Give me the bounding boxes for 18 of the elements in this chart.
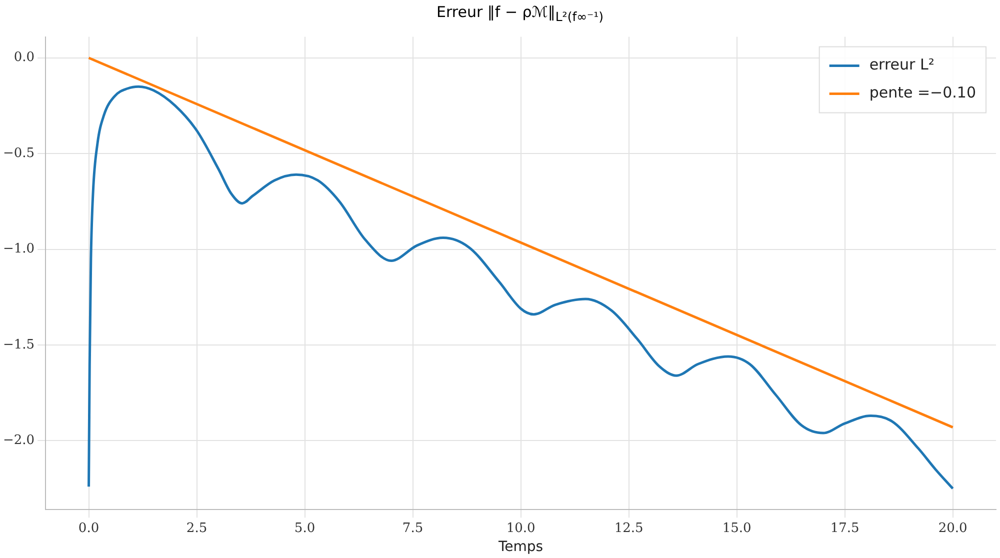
x-axis-title: Temps (497, 539, 544, 556)
x-tick-label: 15.0 (722, 520, 752, 536)
x-tick-label: 0.0 (78, 520, 100, 536)
x-tick-label: 7.5 (402, 520, 424, 536)
y-tick-label: −1.0 (2, 242, 35, 257)
x-tick-label: 10.0 (506, 520, 536, 536)
y-tick-label: −0.5 (2, 146, 35, 161)
y-tick-label: −1.5 (2, 337, 35, 352)
x-tick-label: 5.0 (294, 520, 316, 536)
legend-label: erreur L² (869, 56, 934, 74)
x-tick-label: 17.5 (830, 520, 860, 536)
x-tick-label: 2.5 (186, 520, 208, 536)
chart-title: Erreur ‖f − ρℳ‖$_{L²(f∞⁻¹)}$ (436, 2, 604, 26)
x-tick-label: 20.0 (938, 520, 968, 536)
legend-label: pente =−0.10 (869, 84, 976, 102)
x-tick-label: 12.5 (614, 520, 644, 536)
y-tick-label: −2.0 (2, 433, 35, 448)
y-tick-label: 0.0 (14, 50, 35, 66)
